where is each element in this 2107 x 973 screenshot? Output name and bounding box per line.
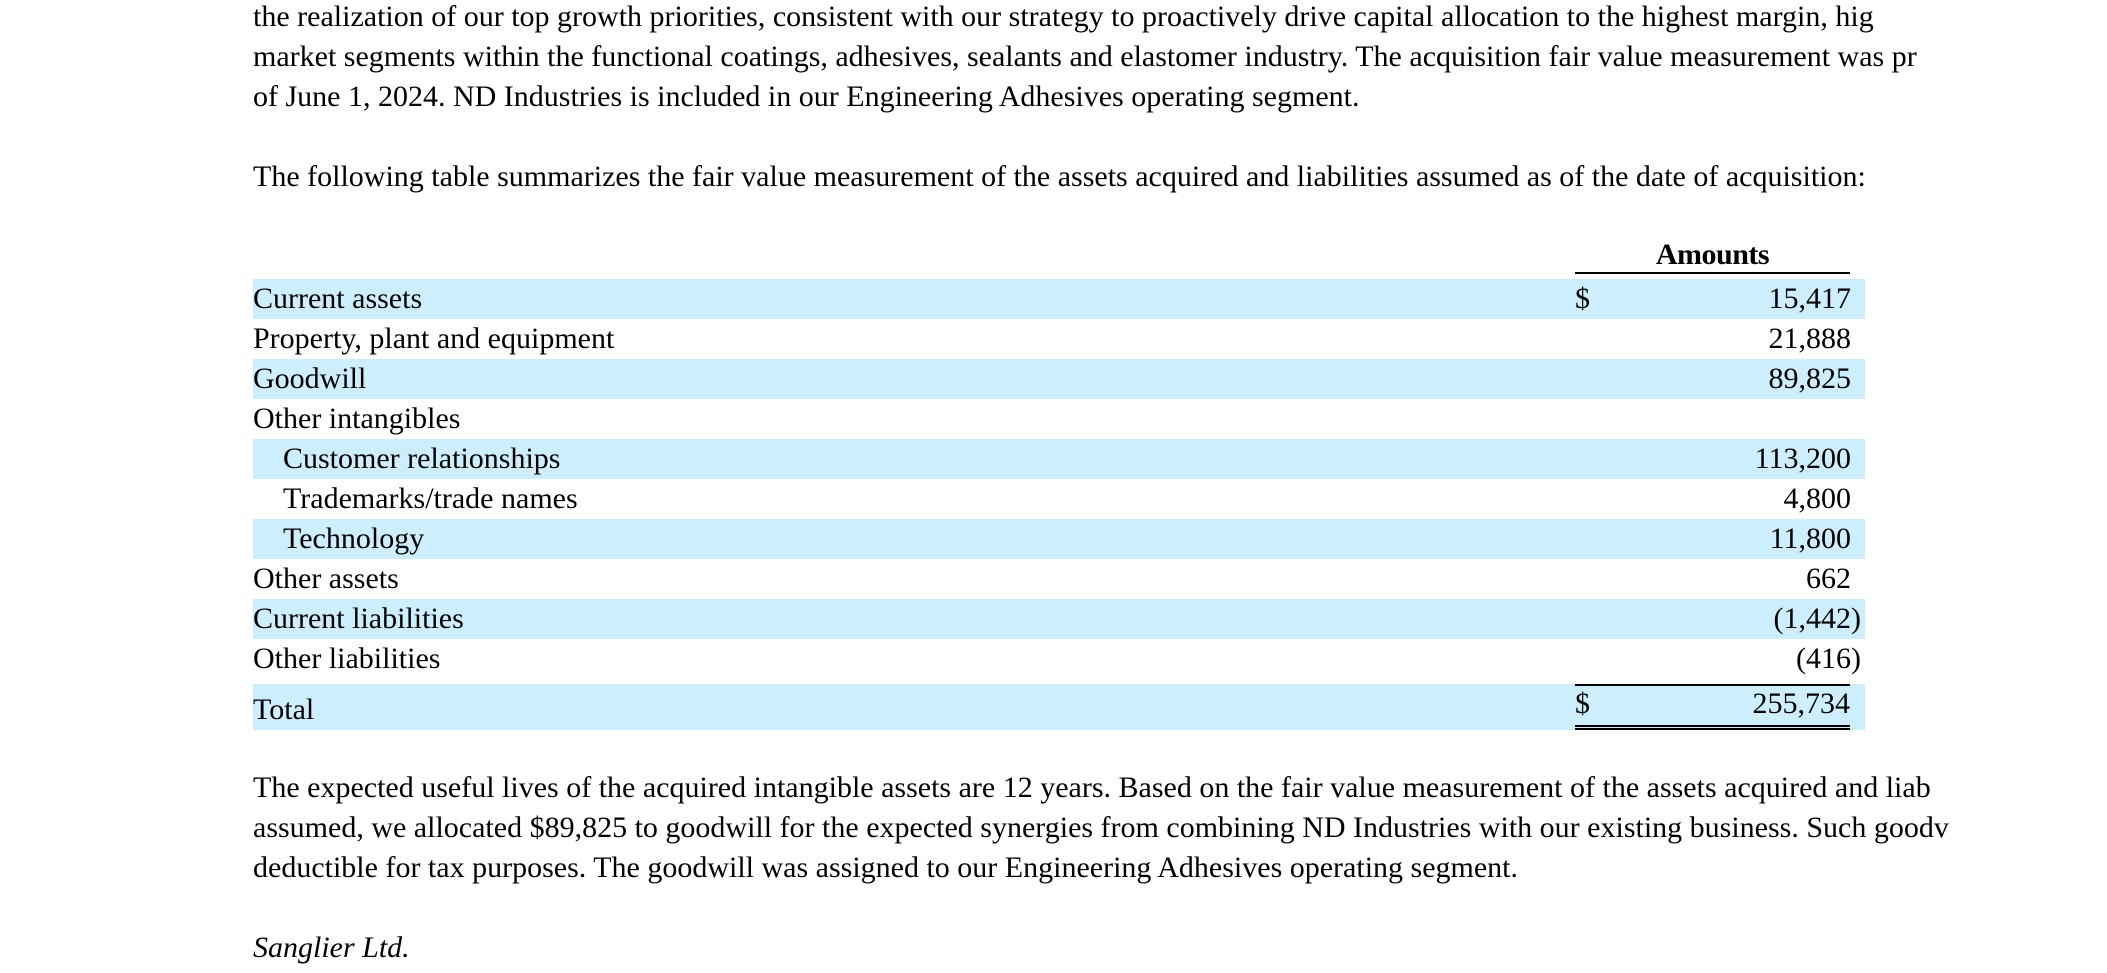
row-label: Property, plant and equipment [253,322,615,355]
intro-line-1: the realization of our top growth priori… [253,0,1874,33]
table-row: Customer relationships 113,200 [253,439,1865,479]
total-label: Total [253,693,315,726]
row-label: Goodwill [253,362,367,395]
table-row: Other intangibles [253,399,1865,439]
table-row: Current liabilities (1,442) [253,599,1865,639]
row-amount: (1,442) [1773,602,1861,635]
row-amount: 4,800 [1783,482,1852,515]
row-label: Other intangibles [253,402,461,435]
row-amount: 11,800 [1769,522,1851,555]
table-intro-text: The following table summarizes the fair … [253,160,1866,193]
table-total-row: Total $255,734 [253,684,1865,730]
row-amount: (416) [1796,642,1861,675]
row-amount: 662 [1806,562,1851,595]
total-amount: 255,734 [1752,687,1851,720]
table-row: Other liabilities (416) [253,639,1865,679]
closing-line-1: The expected useful lives of the acquire… [253,771,1931,804]
table-row: Property, plant and equipment 21,888 [253,319,1865,359]
section-heading-sanglier: Sanglier Ltd. [253,931,410,964]
currency-symbol: $ [1575,282,1590,315]
intro-paragraph: the realization of our top growth priori… [253,0,1917,117]
row-label: Trademarks/trade names [283,482,578,515]
currency-symbol: $ [1575,687,1590,720]
row-amount: 113,200 [1754,442,1851,475]
table-row: Technology 11,800 [253,519,1865,559]
table-row: Goodwill 89,825 [253,359,1865,399]
row-amount: 21,888 [1768,322,1852,355]
row-amount: 89,825 [1768,362,1852,395]
row-label: Current assets [253,282,423,315]
intro-line-2: market segments within the functional co… [253,40,1917,73]
total-amount-cell: $255,734 [1575,684,1850,730]
fair-value-table: Current assets $15,417 Property, plant and… [253,279,1865,730]
row-label: Customer relationships [283,442,561,475]
row-amount: 15,417 [1768,282,1852,315]
closing-line-2: assumed, we allocated $89,825 to goodwil… [253,811,1949,844]
intro-line-3: of June 1, 2024. ND Industries is includ… [253,80,1360,113]
table-row: Other assets 662 [253,559,1865,599]
amounts-column-header: Amounts [1575,235,1850,274]
closing-line-3: deductible for tax purposes. The goodwil… [253,851,1519,884]
row-label: Technology [283,522,425,555]
table-row: Current assets $15,417 [253,279,1865,319]
row-label: Current liabilities [253,602,464,635]
row-label: Other assets [253,562,399,595]
closing-paragraph: The expected useful lives of the acquire… [253,768,1949,888]
row-label: Other liabilities [253,642,441,675]
table-row: Trademarks/trade names 4,800 [253,479,1865,519]
